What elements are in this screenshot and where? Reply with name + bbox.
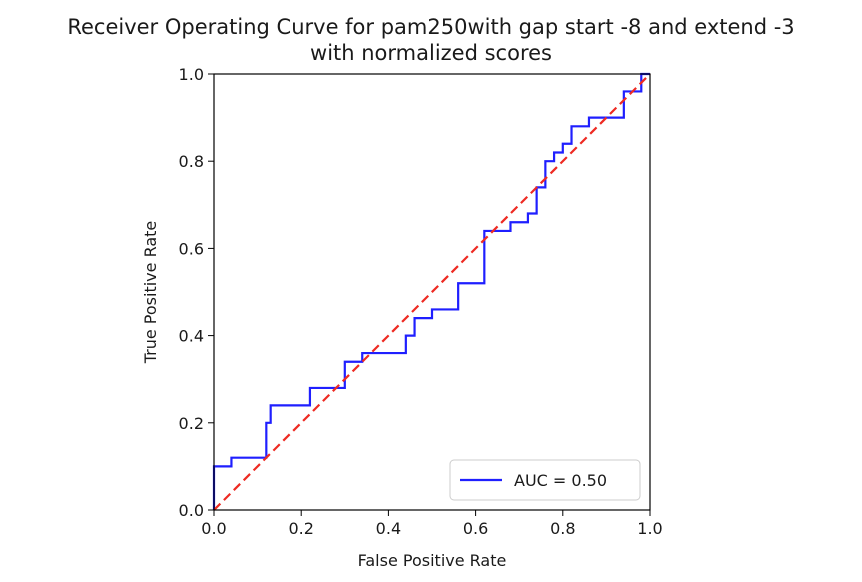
chance-diagonal-line [213, 73, 651, 511]
x-tick-label: 0.0 [201, 519, 226, 538]
y-tick-label: 0.8 [179, 152, 204, 171]
x-axis-label: False Positive Rate [358, 551, 507, 570]
x-tick-label: 0.2 [288, 519, 313, 538]
x-tick-label: 0.4 [376, 519, 401, 538]
x-tick-label: 0.6 [463, 519, 488, 538]
legend: AUC = 0.50 [449, 459, 641, 501]
y-tick-label: 0.6 [179, 239, 204, 258]
y-axis-ticks: 0.0 0.2 0.4 0.6 0.8 1.0 [179, 65, 214, 520]
y-tick-label: 0.0 [179, 501, 204, 520]
x-axis-ticks: 0.0 0.2 0.4 0.6 0.8 1.0 [201, 510, 663, 538]
legend-label: AUC = 0.50 [514, 471, 607, 490]
plot-frame [213, 73, 651, 511]
y-tick-label: 1.0 [179, 65, 204, 84]
roc-curve-line [212, 72, 650, 510]
x-tick-label: 0.8 [550, 519, 575, 538]
y-tick-label: 0.4 [179, 327, 204, 346]
series-layer [212, 72, 651, 511]
chart-subtitle: with normalized scores [310, 41, 552, 65]
x-tick-label: 1.0 [637, 519, 662, 538]
legend-box [449, 459, 641, 501]
chart-title: Receiver Operating Curve for pam250with … [67, 15, 794, 39]
y-tick-label: 0.2 [179, 414, 204, 433]
y-axis-label: True Positive Rate [141, 221, 160, 365]
